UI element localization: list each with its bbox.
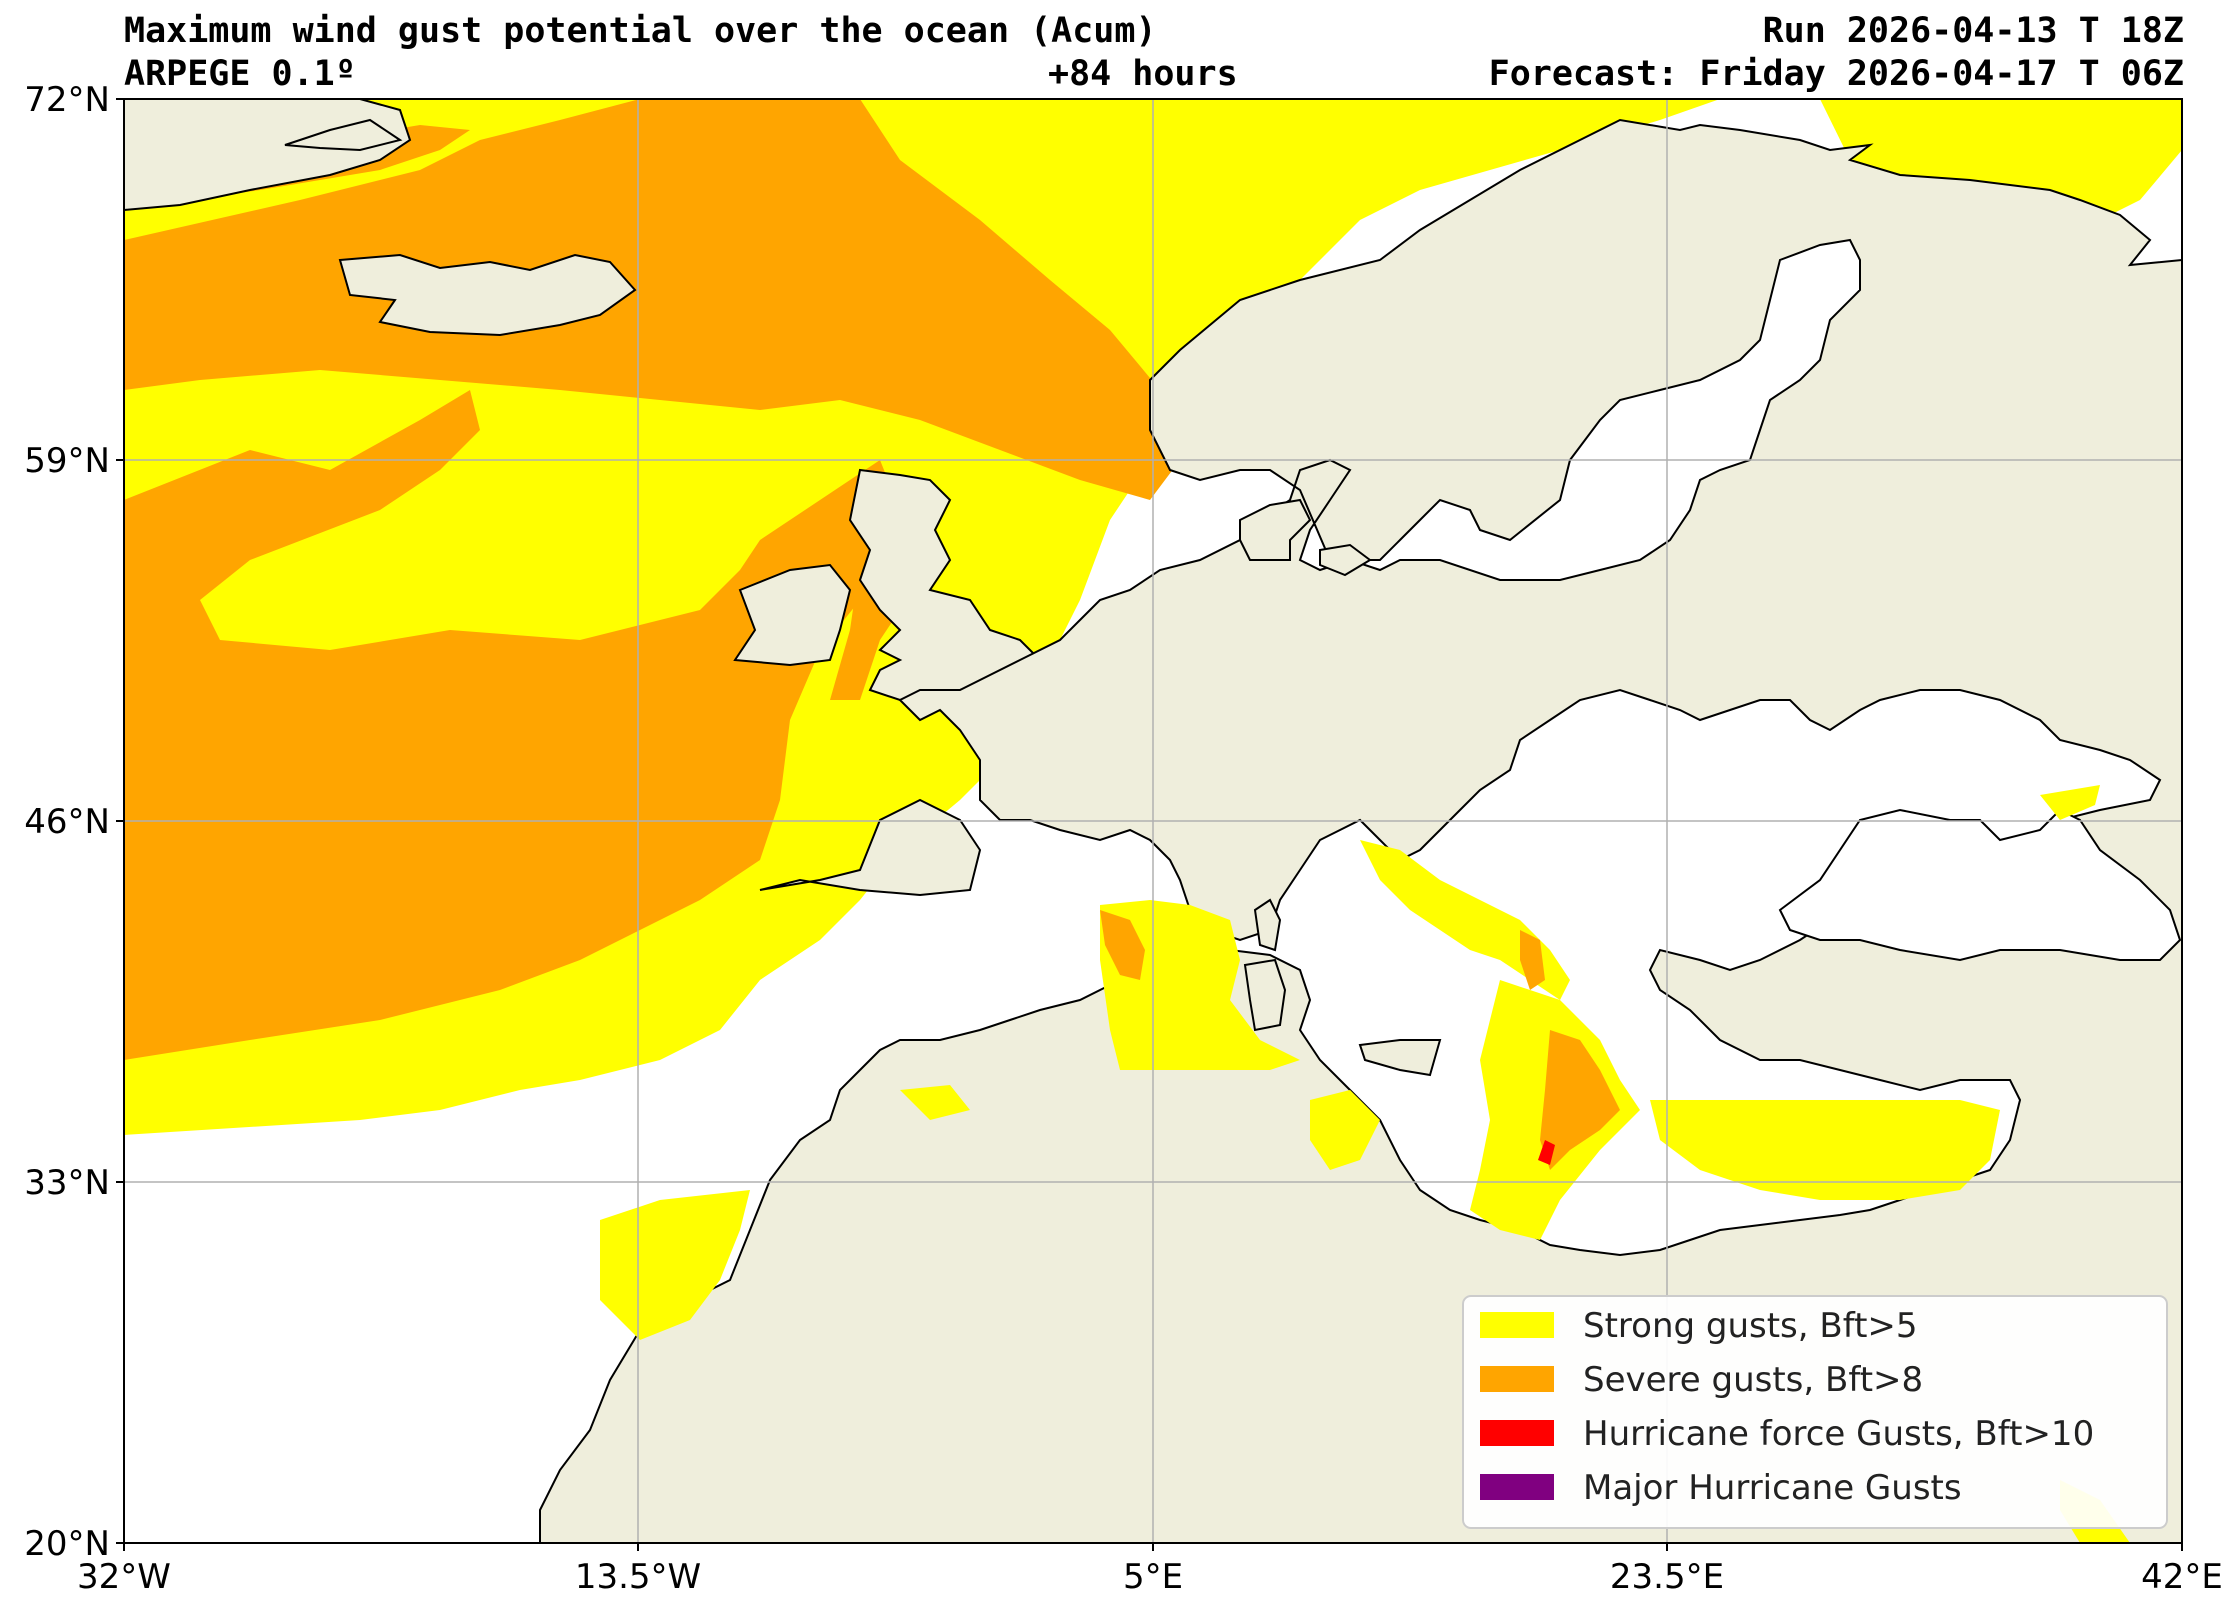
legend-label-strong: Strong gusts, Bft>5 bbox=[1583, 1306, 1918, 1346]
strong-gusts-alboran bbox=[900, 1085, 970, 1120]
lon-tick-label: 23.5°E bbox=[1610, 1557, 1724, 1597]
black-sea bbox=[1778, 808, 2182, 962]
lat-tick-label: 46°N bbox=[24, 802, 110, 842]
tick-marks bbox=[116, 98, 2183, 1551]
strong-gusts-aegean-east bbox=[1650, 1100, 2000, 1200]
land-greenland bbox=[124, 99, 412, 212]
land-iceland bbox=[338, 253, 637, 337]
severe-gusts-atlantic-north bbox=[124, 99, 1180, 500]
legend-swatch-strong bbox=[1480, 1312, 1554, 1338]
forecast-label: Forecast: Friday 2026-04-17 T 06Z bbox=[1488, 54, 2184, 94]
model-label: ARPEGE 0.1º bbox=[124, 54, 356, 94]
lat-tick-label: 72°N bbox=[24, 80, 110, 120]
land-sicily bbox=[1358, 1039, 1442, 1077]
lat-tick-label: 59°N bbox=[24, 441, 110, 481]
land-iberia bbox=[759, 798, 982, 897]
land-baltic-island bbox=[1319, 543, 1372, 577]
legend-swatch-severe bbox=[1480, 1366, 1554, 1392]
legend-swatch-major-hurricane bbox=[1480, 1474, 1554, 1500]
legend-label-severe: Severe gusts, Bft>8 bbox=[1583, 1360, 1923, 1400]
land-masses bbox=[124, 99, 2182, 1543]
severe-gusts-adriatic bbox=[1520, 930, 1545, 990]
lon-tick-label: 32°W bbox=[77, 1557, 171, 1597]
land-europe-mainland bbox=[539, 118, 2182, 1543]
lead-time-label: +84 hours bbox=[1048, 54, 1238, 94]
run-label: Run 2026-04-13 T 18Z bbox=[1762, 11, 2184, 51]
land-ireland bbox=[733, 563, 852, 667]
map-title: Maximum wind gust potential over the oce… bbox=[124, 11, 1157, 51]
severe-gusts-mediterranean bbox=[1100, 910, 1620, 1170]
strong-gusts-tyrrhenian bbox=[1310, 1090, 1380, 1170]
lat-tick-label: 33°N bbox=[24, 1163, 110, 1203]
strong-gusts-adriatic bbox=[1360, 840, 1570, 1000]
strong-gusts-norwegian-sea bbox=[1180, 99, 1720, 340]
land-jan-mayen bbox=[284, 118, 403, 152]
land-denmark bbox=[1239, 498, 1312, 561]
severe-gusts-atlantic-south bbox=[124, 390, 920, 1060]
legend: Strong gusts, Bft>5 Severe gusts, Bft>8 … bbox=[1462, 1295, 2168, 1529]
strong-gusts-black-sea bbox=[2040, 785, 2100, 820]
land-corsica bbox=[1253, 898, 1282, 952]
gridlines bbox=[124, 99, 2182, 1543]
legend-box bbox=[1462, 1295, 2168, 1529]
lon-tick-label: 5°E bbox=[1123, 1557, 1183, 1597]
legend-swatch-hurricane bbox=[1480, 1420, 1554, 1446]
land-sardinia bbox=[1243, 958, 1287, 1032]
lon-tick-label: 42°E bbox=[2141, 1557, 2223, 1597]
lat-tick-label: 20°N bbox=[24, 1524, 110, 1564]
severe-gusts-gulf-of-lion bbox=[1100, 910, 1145, 980]
strong-gusts-gulf-of-lion bbox=[1100, 900, 1300, 1070]
legend-label-major-hurricane: Major Hurricane Gusts bbox=[1583, 1468, 1962, 1508]
legend-label-hurricane: Hurricane force Gusts, Bft>10 bbox=[1583, 1414, 2094, 1454]
hurricane-gusts-ionian bbox=[1538, 1140, 1555, 1165]
lon-tick-label: 13.5°W bbox=[575, 1557, 701, 1597]
severe-gusts-ionian bbox=[1540, 1030, 1620, 1170]
